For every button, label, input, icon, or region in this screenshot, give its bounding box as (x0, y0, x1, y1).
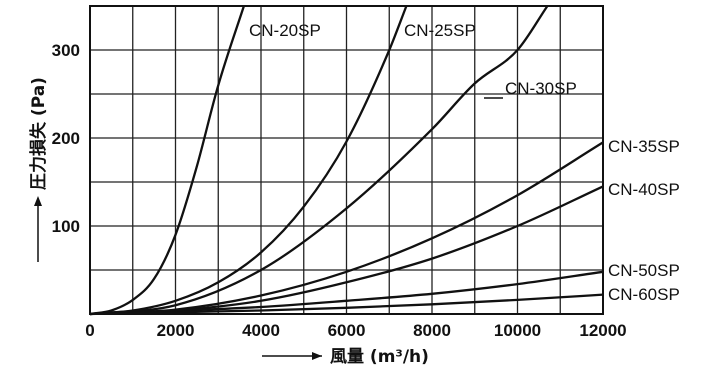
y-axis-title: 圧力損失 (Pa) (28, 77, 49, 190)
y-tick-label: 300 (52, 41, 80, 60)
x-axis-title: 風量 (m³/h) (330, 346, 429, 367)
x-tick-label: 4000 (242, 321, 280, 340)
tick-layer: 0 2000 4000 6000 8000 10000 12000 100 200 300 (52, 41, 627, 340)
x-tick-label: 12000 (579, 321, 626, 340)
y-tick-label: 100 (52, 217, 80, 236)
series-line-cn-60sp (89, 293, 604, 316)
x-tick-label: 8000 (413, 321, 451, 340)
series-label-cn-50sp: CN-50SP (608, 261, 680, 280)
series-label-cn-40sp: CN-40SP (608, 180, 680, 199)
series-line-cn-30sp (89, 5, 549, 316)
series-label-cn-60sp: CN-60SP (608, 285, 680, 304)
grid-layer (90, 6, 603, 314)
x-tick-label: 0 (85, 321, 94, 340)
series-label-cn-20sp: CN-20SP (249, 21, 321, 40)
series-label-cn-30sp: CN-30SP (505, 79, 577, 98)
series-line-cn-50sp (89, 270, 604, 316)
x-tick-label: 2000 (157, 321, 195, 340)
x-tick-label: 6000 (328, 321, 366, 340)
y-tick-label: 200 (52, 129, 80, 148)
x-axis-title-group: 風量 (m³/h) (262, 346, 429, 367)
y-axis-title-group: 圧力損失 (Pa) (28, 77, 49, 262)
series-label-layer: CN-20SP CN-25SP CN-30SP CN-35SP CN-40SP CN-50… (249, 21, 680, 304)
series-line-cn-20sp (89, 5, 245, 316)
curve-layer (89, 5, 604, 316)
series-line-cn-25sp (89, 5, 408, 316)
plot-frame (89, 5, 604, 315)
series-label-cn-25sp: CN-25SP (404, 21, 476, 40)
x-tick-label: 10000 (494, 321, 541, 340)
series-label-cn-35sp: CN-35SP (608, 137, 680, 156)
